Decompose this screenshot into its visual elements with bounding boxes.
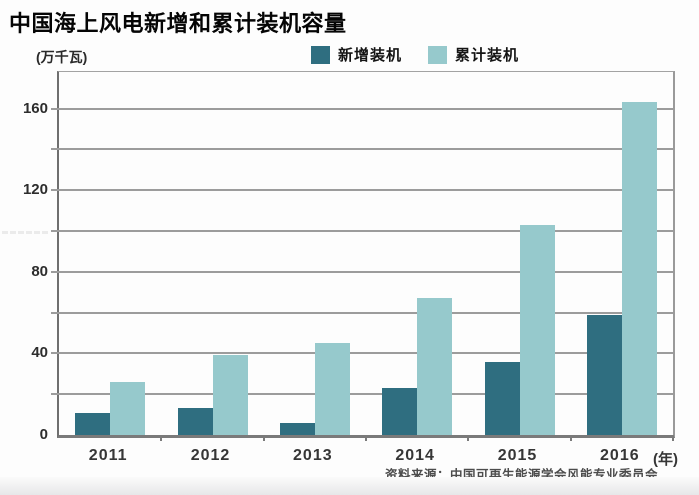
x-axis-label-2016: 2016 — [600, 447, 640, 464]
x-axis-label-2011: 2011 — [88, 447, 128, 464]
x-axis-unit-label: (年) — [653, 451, 678, 468]
gridline-80 — [51, 270, 673, 273]
y-axis-label-80: 80 — [31, 263, 48, 280]
gridline-140 — [51, 148, 673, 151]
bar-new-2014 — [382, 388, 418, 435]
y-axis-label-0: 0 — [39, 426, 48, 443]
y-axis-label-120: 120 — [22, 181, 48, 198]
x-axis-label-2014: 2014 — [395, 447, 435, 464]
bar-cumulative-2015 — [519, 225, 555, 435]
page-title: 中国海上风电新增和累计装机容量 — [9, 11, 347, 36]
x-axis-label-2013: 2013 — [293, 447, 333, 464]
gridline-20 — [51, 393, 673, 396]
bar-new-2015 — [484, 362, 520, 435]
x-tick-2 — [365, 435, 367, 441]
bar-cumulative-2013 — [314, 343, 350, 435]
chart-legend: 新增装机 累计装机 — [311, 44, 519, 65]
y-axis-label-40: 40 — [31, 344, 48, 361]
bar-new-2013 — [279, 423, 315, 435]
bar-new-2016 — [586, 315, 622, 435]
bottom-strip — [0, 477, 699, 495]
legend-item-new: 新增装机 — [311, 44, 402, 65]
x-tick-1 — [263, 435, 265, 441]
legend-label: 累计装机 — [455, 47, 520, 64]
bar-cumulative-2014 — [417, 298, 453, 435]
gridline-40 — [51, 352, 673, 355]
x-tick-0 — [160, 435, 162, 441]
x-tick-4 — [570, 435, 572, 441]
faint-dashes-artifact — [2, 231, 48, 234]
x-axis-label-2015: 2015 — [497, 447, 538, 464]
legend-label: 新增装机 — [338, 47, 403, 64]
bar-cumulative-2011 — [110, 382, 146, 435]
bar-new-2012 — [177, 408, 213, 435]
gridline-100 — [51, 230, 673, 232]
legend-item-cumulative: 累计装机 — [428, 44, 519, 65]
bar-cumulative-2012 — [212, 355, 248, 435]
y-axis-label-160: 160 — [22, 100, 48, 117]
plot-area — [51, 71, 675, 441]
bar-new-2011 — [75, 413, 111, 435]
gridline-60 — [51, 311, 673, 314]
x-tick-3 — [467, 435, 469, 441]
gridline-120 — [51, 189, 673, 192]
legend-swatch-icon — [311, 45, 330, 64]
gridline-160 — [51, 107, 673, 110]
x-axis-label-2012: 2012 — [190, 447, 231, 464]
y-axis-unit-label: (万千瓦) — [36, 49, 88, 65]
x-tick-5 — [672, 435, 674, 441]
bar-cumulative-2016 — [621, 102, 657, 435]
legend-swatch-icon — [428, 45, 448, 64]
